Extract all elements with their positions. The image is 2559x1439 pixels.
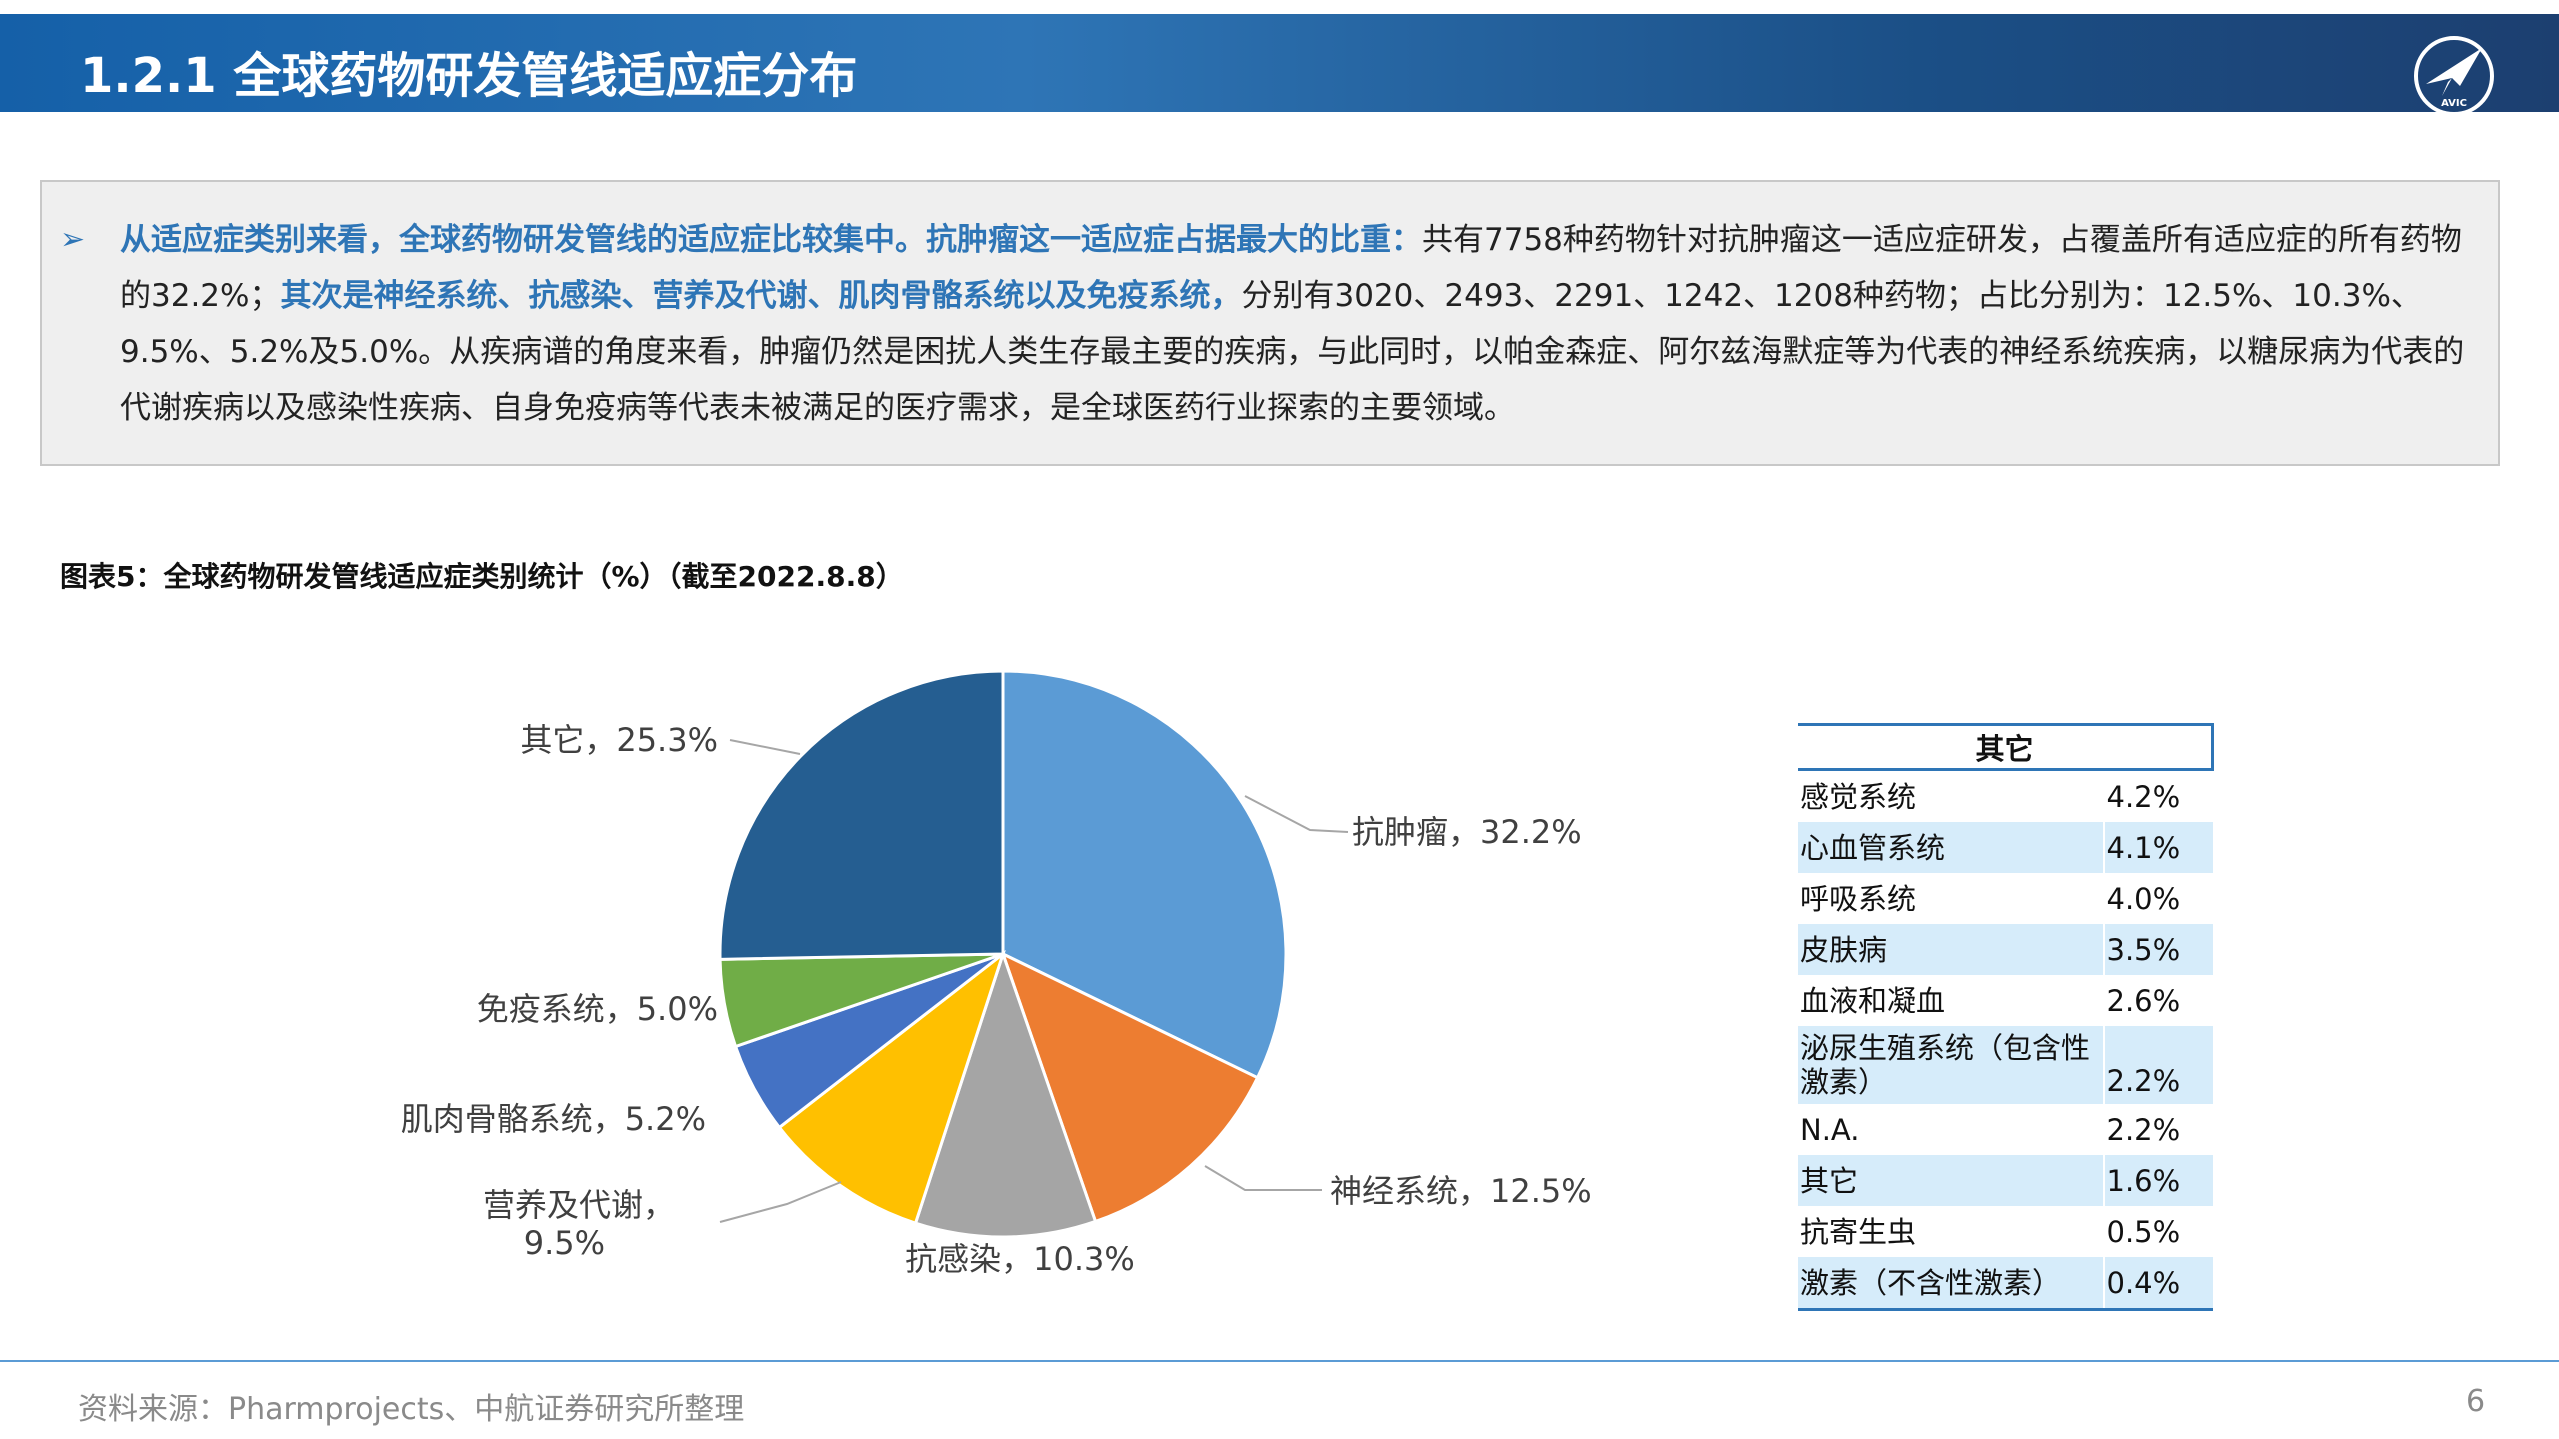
leader-line-2 [1204,1165,1322,1191]
row-value: 4.2% [2102,769,2213,822]
table-row: N.A. 2.2% [1798,1104,2213,1155]
summary-text: 从适应症类别来看，全球药物研发管线的适应症比较集中。抗肿瘤这一适应症占据最大的比… [120,212,2480,436]
avic-logo-icon: AVIC [2414,36,2494,116]
summary-segment-3: 其次是神经系统、抗感染、营养及代谢、肌肉骨骼系统以及免疫系统， [280,278,1242,314]
summary-segment-4: 分别有3020、2493、2291、1242、1208种药物；占比分别为：12.… [120,278,2465,426]
pie-slice-2 [1000,951,1260,1224]
slice-label-3: 抗感染，10.3% [905,1240,1135,1278]
source-note: 资料来源：Pharmprojects、中航证券研究所整理 [78,1392,745,1427]
summary-segment-2: 共有7758种药物针对抗肿瘤这一适应症研发，占覆盖所有适应症的所有药物的32.2… [120,222,2462,314]
summary-box: ➢ 从适应症类别来看，全球药物研发管线的适应症比较集中。抗肿瘤这一适应症占据最大… [40,180,2500,466]
slice-label-5: 肌肉骨骼系统，5.2% [401,1100,706,1138]
table-row: 激素（不含性激素） 0.4% [1798,1257,2213,1311]
pie-slice-1 [1001,669,1288,1080]
row-value: 2.2% [2102,1026,2213,1104]
slice-label-1: 抗肿瘤，32.2% [1352,813,1582,851]
pie-slice-3 [913,949,1098,1239]
pie-slice-4 [777,949,1006,1226]
row-value: 0.4% [2102,1257,2213,1311]
row-name: 抗寄生虫 [1800,1214,1917,1249]
table-row: 其它 1.6% [1798,1155,2213,1206]
pie-slice-7 [718,669,1005,961]
row-name: 泌尿生殖系统（包含性激素） [1798,1026,2104,1104]
row-value: 2.6% [2102,975,2213,1026]
table-header: 其它 [1798,723,2214,771]
table-row: 皮肤病 3.5% [1798,924,2213,975]
leader-line-7 [729,739,801,755]
other-breakdown-table: 其它 感觉系统 4.2% 心血管系统 4.1% 呼吸系统 4.0% 皮肤病 3.5% 血… [1798,723,2214,1311]
row-name: 感觉系统 [1800,779,1917,814]
table-row: 呼吸系统 4.0% [1798,873,2213,924]
slice-label-6: 免疫系统，5.0% [477,990,718,1028]
row-name: 心血管系统 [1798,822,2104,873]
row-name: 激素（不含性激素） [1798,1257,2104,1311]
row-value: 1.6% [2102,1155,2213,1206]
row-value: 0.5% [2102,1206,2213,1257]
row-value: 4.1% [2102,822,2213,873]
slice-label-2: 神经系统，12.5% [1330,1172,1592,1210]
row-name: 皮肤病 [1798,924,2104,975]
row-name: N.A. [1800,1112,1860,1147]
row-value: 3.5% [2102,924,2213,975]
row-value: 4.0% [2102,873,2213,924]
table-row: 心血管系统 4.1% [1798,822,2213,873]
slice-label-7: 其它，25.3% [520,721,718,759]
table-row: 泌尿生殖系统（包含性激素） 2.2% [1798,1026,2213,1104]
logo-text: AVIC [2441,98,2467,109]
leader-line-1 [1244,795,1349,833]
chart-caption: 图表5：全球药物研发管线适应症类别统计（%）（截至2022.8.8） [60,560,904,593]
page-number: 6 [2466,1384,2486,1419]
row-name: 呼吸系统 [1800,881,1917,916]
header-bar: 1.2.1 全球药物研发管线适应症分布 AVIC [0,14,2559,116]
footer-divider [0,1360,2559,1362]
page-title: 1.2.1 全球药物研发管线适应症分布 [80,48,858,104]
slice-label-4: 营养及代谢， 9.5% [483,1186,675,1262]
row-name: 其它 [1798,1155,2104,1206]
table-row: 抗寄生虫 0.5% [1798,1206,2213,1257]
row-name: 血液和凝血 [1800,983,1946,1018]
row-value: 2.2% [2102,1104,2213,1155]
leader-line-4 [719,1181,842,1223]
summary-segment-1: 从适应症类别来看，全球药物研发管线的适应症比较集中。抗肿瘤这一适应症占据最大的比… [120,222,1422,258]
bullet-arrow-icon: ➢ [60,222,86,257]
table-row: 感觉系统 4.2% [1798,769,2213,822]
pie-chart: 抗肿瘤，32.2% 神经系统，12.5% 抗感染，10.3% 营养及代谢， 9.5% 肌肉… [401,669,1592,1278]
table-row: 血液和凝血 2.6% [1798,975,2213,1026]
